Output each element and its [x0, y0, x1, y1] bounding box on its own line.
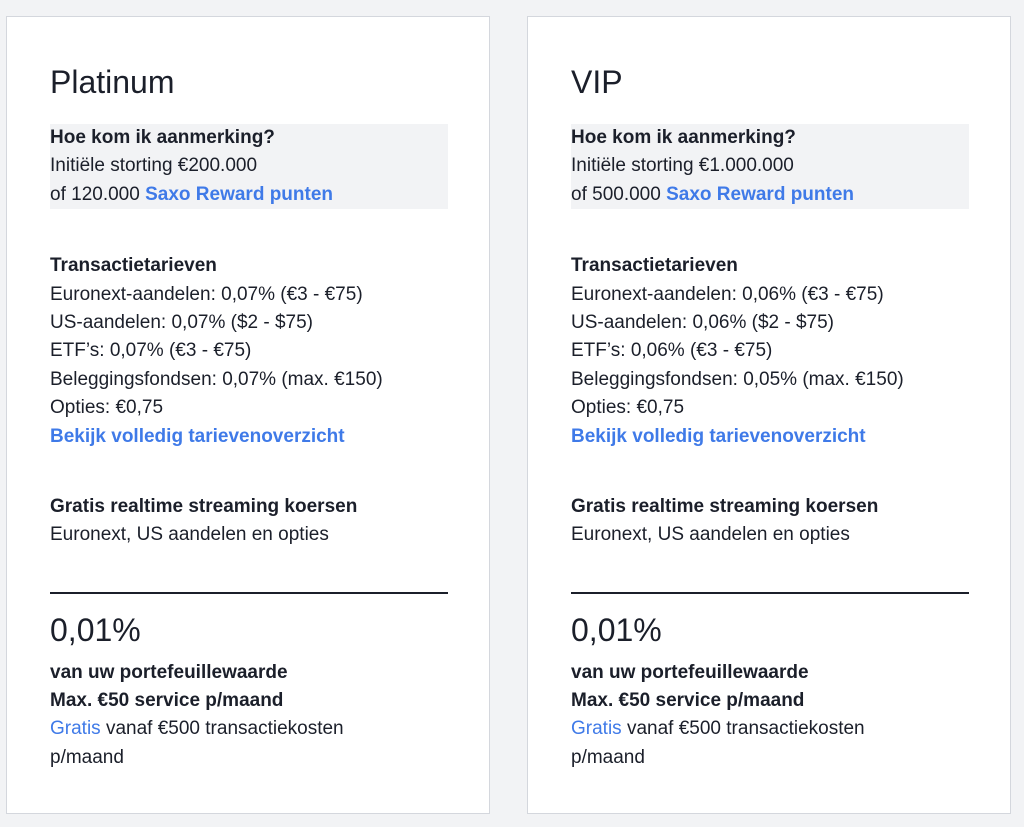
- saxo-reward-link[interactable]: Saxo Reward punten: [145, 183, 334, 205]
- fee-line1: van uw portefeuillewaarde: [50, 661, 288, 683]
- fee-free-text: vanaf €500 transactiekosten: [626, 718, 865, 740]
- eligibility-box: Hoe kom ik aanmerking? Initiële storting…: [571, 124, 969, 210]
- gratis-link[interactable]: Gratis: [50, 718, 101, 740]
- fee-section: van uw portefeuillewaarde Max. €50 servi…: [571, 659, 969, 773]
- points-prefix: of 120.000: [50, 183, 140, 205]
- streaming-heading: Gratis realtime streaming koersen: [50, 495, 358, 517]
- fee-free-text: vanaf €500 transactiekosten: [105, 718, 344, 740]
- fee-free-text2: p/maand: [571, 746, 645, 768]
- streaming-heading: Gratis realtime streaming koersen: [571, 495, 879, 517]
- plan-card: Platinum Hoe kom ik aanmerking? Initiële…: [6, 16, 490, 814]
- fee-line1: van uw portefeuillewaarde: [571, 661, 809, 683]
- eligibility-deposit: Initiële storting €200.000: [50, 155, 258, 177]
- fee-free-text2: p/maand: [50, 746, 124, 768]
- rates-section: Transactietarieven Euronext-aandelen: 0,…: [571, 252, 969, 451]
- streaming-text: Euronext, US aandelen en opties: [571, 524, 850, 546]
- rate-item: Opties: €0,75: [571, 397, 685, 419]
- eligibility-deposit: Initiële storting €1.000.000: [571, 155, 794, 177]
- divider: [571, 591, 969, 594]
- streaming-section: Gratis realtime streaming koersen Eurone…: [571, 493, 969, 550]
- gratis-link[interactable]: Gratis: [571, 718, 622, 740]
- saxo-reward-link[interactable]: Saxo Reward punten: [666, 183, 855, 205]
- plan-card: VIP Hoe kom ik aanmerking? Initiële stor…: [527, 16, 1011, 814]
- rate-item: ETF’s: 0,07% (€3 - €75): [50, 340, 252, 362]
- rate-item: Euronext-aandelen: 0,06% (€3 - €75): [571, 283, 884, 305]
- fee-line2: Max. €50 service p/maand: [50, 690, 284, 712]
- rate-item: Euronext-aandelen: 0,07% (€3 - €75): [50, 283, 363, 305]
- fee-value: 0,01%: [50, 611, 141, 648]
- rates-heading: Transactietarieven: [571, 255, 738, 277]
- plan-title: Platinum: [50, 64, 175, 100]
- eligibility-box: Hoe kom ik aanmerking? Initiële storting…: [50, 124, 448, 210]
- streaming-section: Gratis realtime streaming koersen Eurone…: [50, 493, 448, 550]
- eligibility-heading: Hoe kom ik aanmerking?: [50, 127, 275, 148]
- fee-value: 0,01%: [571, 611, 662, 648]
- rate-item: US-aandelen: 0,07% ($2 - $75): [50, 311, 313, 333]
- streaming-text: Euronext, US aandelen en opties: [50, 524, 329, 546]
- eligibility-heading: Hoe kom ik aanmerking?: [571, 127, 796, 148]
- rate-item: Beleggingsfondsen: 0,07% (max. €150): [50, 368, 383, 390]
- eligibility-points: of 120.000 Saxo Reward punten: [50, 181, 448, 209]
- fee-section: van uw portefeuillewaarde Max. €50 servi…: [50, 659, 448, 773]
- rate-item: Beleggingsfondsen: 0,05% (max. €150): [571, 368, 904, 390]
- rates-heading: Transactietarieven: [50, 255, 217, 277]
- rate-item: ETF’s: 0,06% (€3 - €75): [571, 340, 773, 362]
- divider: [50, 591, 448, 594]
- eligibility-points: of 500.000 Saxo Reward punten: [571, 181, 969, 209]
- rate-item: US-aandelen: 0,06% ($2 - $75): [571, 311, 834, 333]
- rates-overview-link[interactable]: Bekijk volledig tarievenoverzicht: [571, 425, 866, 447]
- rates-section: Transactietarieven Euronext-aandelen: 0,…: [50, 252, 448, 451]
- rate-item: Opties: €0,75: [50, 397, 164, 419]
- points-prefix: of 500.000: [571, 183, 661, 205]
- fee-line2: Max. €50 service p/maand: [571, 690, 805, 712]
- rates-overview-link[interactable]: Bekijk volledig tarievenoverzicht: [50, 425, 345, 447]
- plan-title: VIP: [571, 64, 623, 100]
